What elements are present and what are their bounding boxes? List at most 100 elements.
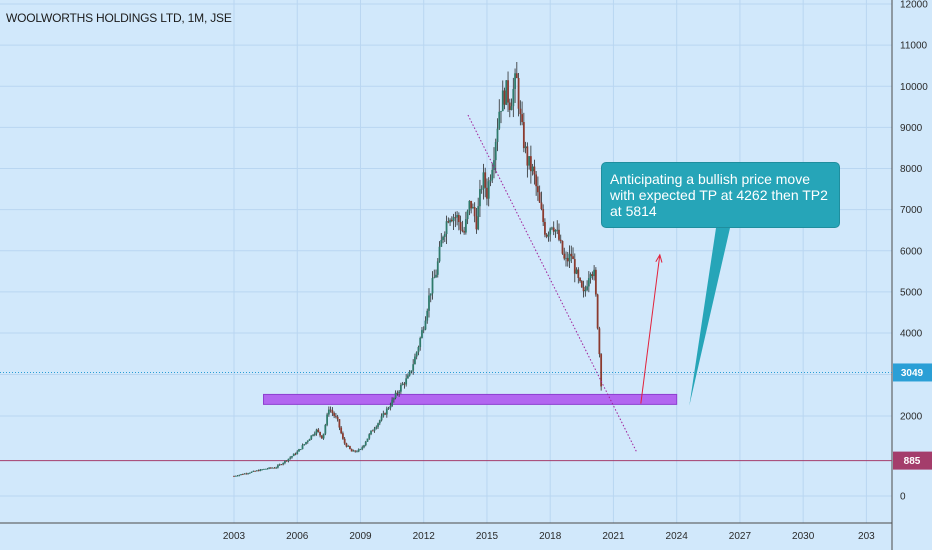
price-axis-tick-label: 5000 (900, 287, 923, 298)
price-badge-label: 885 (904, 456, 921, 467)
candle-down (354, 450, 357, 452)
candle-down (294, 453, 297, 455)
candle-up (398, 391, 401, 394)
candle-up (429, 293, 432, 296)
candle-up (363, 445, 365, 448)
candle-up (268, 467, 271, 469)
candle-up (287, 458, 290, 461)
candle-up (498, 111, 501, 129)
candle-up (298, 449, 300, 452)
candle-down (343, 438, 346, 444)
candle-up (405, 378, 408, 385)
candle-up (238, 474, 241, 476)
candle-up (261, 469, 264, 471)
projection-arrow-head (655, 253, 663, 263)
candle-down (529, 156, 532, 172)
candle-up (305, 442, 307, 445)
candle-up (359, 449, 362, 450)
candle-up (472, 206, 474, 209)
candle-down (580, 281, 583, 288)
candle-up (593, 269, 596, 277)
candle-up (464, 219, 467, 233)
time-axis-tick-label: 2027 (729, 531, 752, 542)
candle-down (241, 474, 244, 476)
candle-down (517, 78, 520, 109)
time-axis-tick-label: 2015 (476, 531, 499, 542)
candle-down (331, 410, 334, 414)
candle-down (233, 476, 235, 477)
candle-up (352, 450, 355, 452)
candle-down (594, 269, 597, 295)
candle-up (364, 441, 367, 446)
candle-down (540, 202, 543, 210)
time-axis-tick-label: 2018 (539, 531, 562, 542)
support-zone[interactable] (263, 393, 678, 405)
candle-up (531, 166, 534, 172)
projection-arrow[interactable] (640, 254, 661, 404)
price-axis-tick-label: 10000 (900, 82, 928, 93)
candle-up (449, 219, 451, 223)
candle-up (361, 447, 364, 450)
candle-down (552, 227, 555, 232)
candle-down (484, 172, 487, 188)
time-axis-tick-label: 2024 (666, 531, 689, 542)
candle-up (301, 445, 304, 450)
candle-down (463, 231, 466, 233)
price-axis-tick-label: 12000 (900, 0, 928, 11)
candle-up (436, 261, 439, 275)
candle-up (586, 286, 588, 290)
candle-down (334, 415, 337, 417)
candle-down (371, 430, 374, 432)
candle-up (313, 433, 316, 436)
candle-up (487, 181, 490, 199)
candle-up (412, 364, 415, 371)
candle-up (500, 111, 502, 112)
candle-down (403, 383, 406, 385)
candle-up (422, 329, 425, 331)
candle-up (589, 274, 592, 279)
candle-up (324, 424, 327, 434)
candle-down (522, 122, 525, 149)
candle-up (380, 416, 383, 421)
candle-down (533, 166, 536, 175)
candle-down (566, 257, 569, 262)
candle-down (537, 186, 539, 193)
time-axis-tick-label: 2009 (349, 531, 372, 542)
price-badge (893, 363, 932, 382)
annotation-callout[interactable]: Anticipating a bullish price move with e… (601, 162, 840, 228)
candle-down (561, 240, 564, 254)
time-axis-tick-label: 2006 (286, 531, 309, 542)
candle-up (282, 462, 285, 465)
candle-up (356, 451, 358, 453)
candle-up (419, 337, 422, 348)
candle-up (524, 146, 527, 149)
candle-down (447, 221, 450, 223)
candle-up (308, 439, 311, 441)
candle-up (394, 392, 397, 398)
candle-down (507, 80, 509, 103)
candle-up (389, 406, 392, 409)
candle-up (277, 465, 279, 468)
candle-up (491, 169, 494, 180)
candle-up (431, 278, 434, 294)
candle-up (378, 420, 381, 424)
time-axis-tick-label: 2012 (413, 531, 436, 542)
candle-up (408, 371, 411, 376)
candle-down (329, 409, 332, 411)
candle-up (296, 451, 299, 455)
candle-up (275, 467, 278, 469)
candle-up (357, 449, 360, 452)
candle-up (428, 295, 430, 311)
candle-down (254, 470, 256, 472)
candle-down (559, 239, 562, 241)
candle-down (336, 416, 339, 420)
candle-up (259, 469, 262, 471)
candle-down (538, 192, 541, 203)
candle-up (377, 423, 379, 427)
candle-up (426, 310, 429, 321)
candle-down (545, 234, 548, 237)
candle-up (247, 473, 249, 475)
price-axis-tick-label: 2000 (900, 412, 923, 423)
